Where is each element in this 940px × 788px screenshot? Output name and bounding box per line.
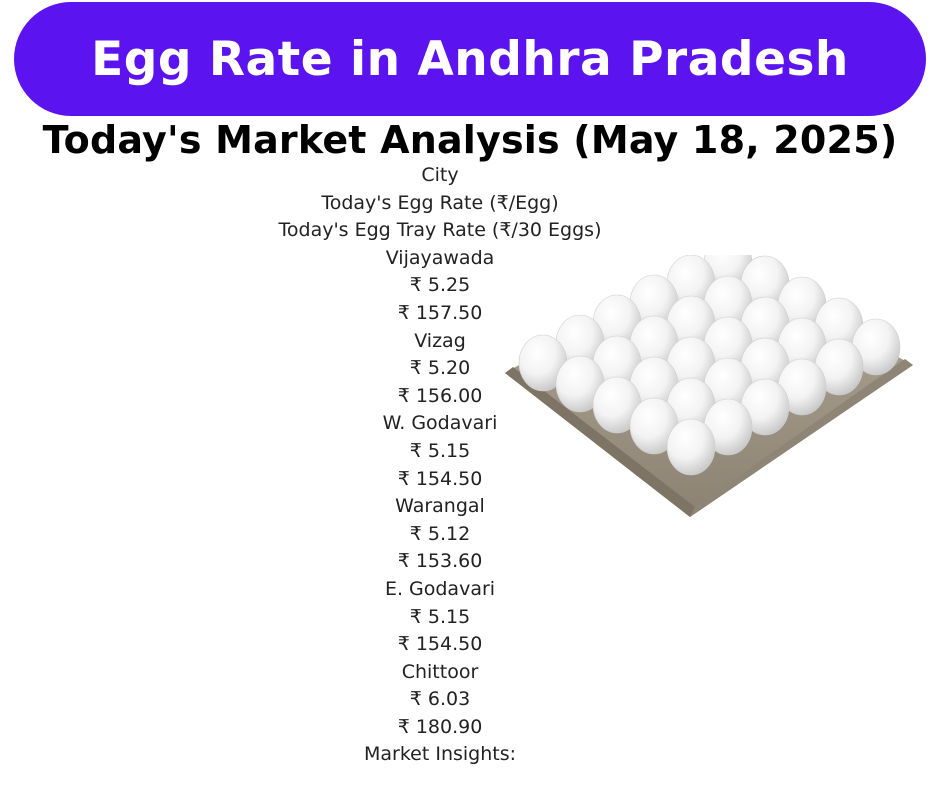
city-name: Vizag [414, 329, 466, 352]
egg-rate: ₹ 5.12 [409, 522, 471, 545]
egg-rate: ₹ 6.03 [409, 688, 471, 711]
city-name: Warangal [395, 495, 485, 518]
rate-list: City Today's Egg Rate (₹/Egg) Today's Eg… [240, 162, 640, 769]
tray-rate: ₹ 154.50 [397, 467, 483, 490]
tray-rate: ₹ 156.00 [397, 384, 483, 407]
egg-rate: ₹ 5.20 [409, 357, 471, 380]
egg-rate: ₹ 5.15 [409, 439, 471, 462]
market-insights-label: Market Insights: [363, 743, 517, 766]
title-banner: Egg Rate in Andhra Pradesh [14, 2, 926, 116]
header-tray-rate: Today's Egg Tray Rate (₹/30 Eggs) [278, 219, 602, 242]
city-name: Vijayawada [385, 246, 495, 269]
page-title: Egg Rate in Andhra Pradesh [91, 31, 849, 87]
city-name: W. Godavari [382, 412, 498, 435]
page-subtitle: Today's Market Analysis (May 18, 2025) [42, 118, 898, 162]
tray-rate: ₹ 153.60 [397, 550, 483, 573]
tray-rate: ₹ 157.50 [397, 301, 483, 324]
egg-rate: ₹ 5.15 [409, 605, 471, 628]
city-name: Chittoor [401, 660, 479, 683]
egg-rate: ₹ 5.25 [409, 274, 471, 297]
egg-icon [666, 418, 716, 476]
header-egg-rate: Today's Egg Rate (₹/Egg) [321, 191, 559, 214]
city-name: E. Godavari [384, 577, 496, 600]
egg-tray-image [495, 234, 920, 520]
tray-rate: ₹ 180.90 [397, 715, 483, 738]
header-city: City [421, 164, 459, 186]
tray-rate: ₹ 154.50 [397, 633, 483, 656]
